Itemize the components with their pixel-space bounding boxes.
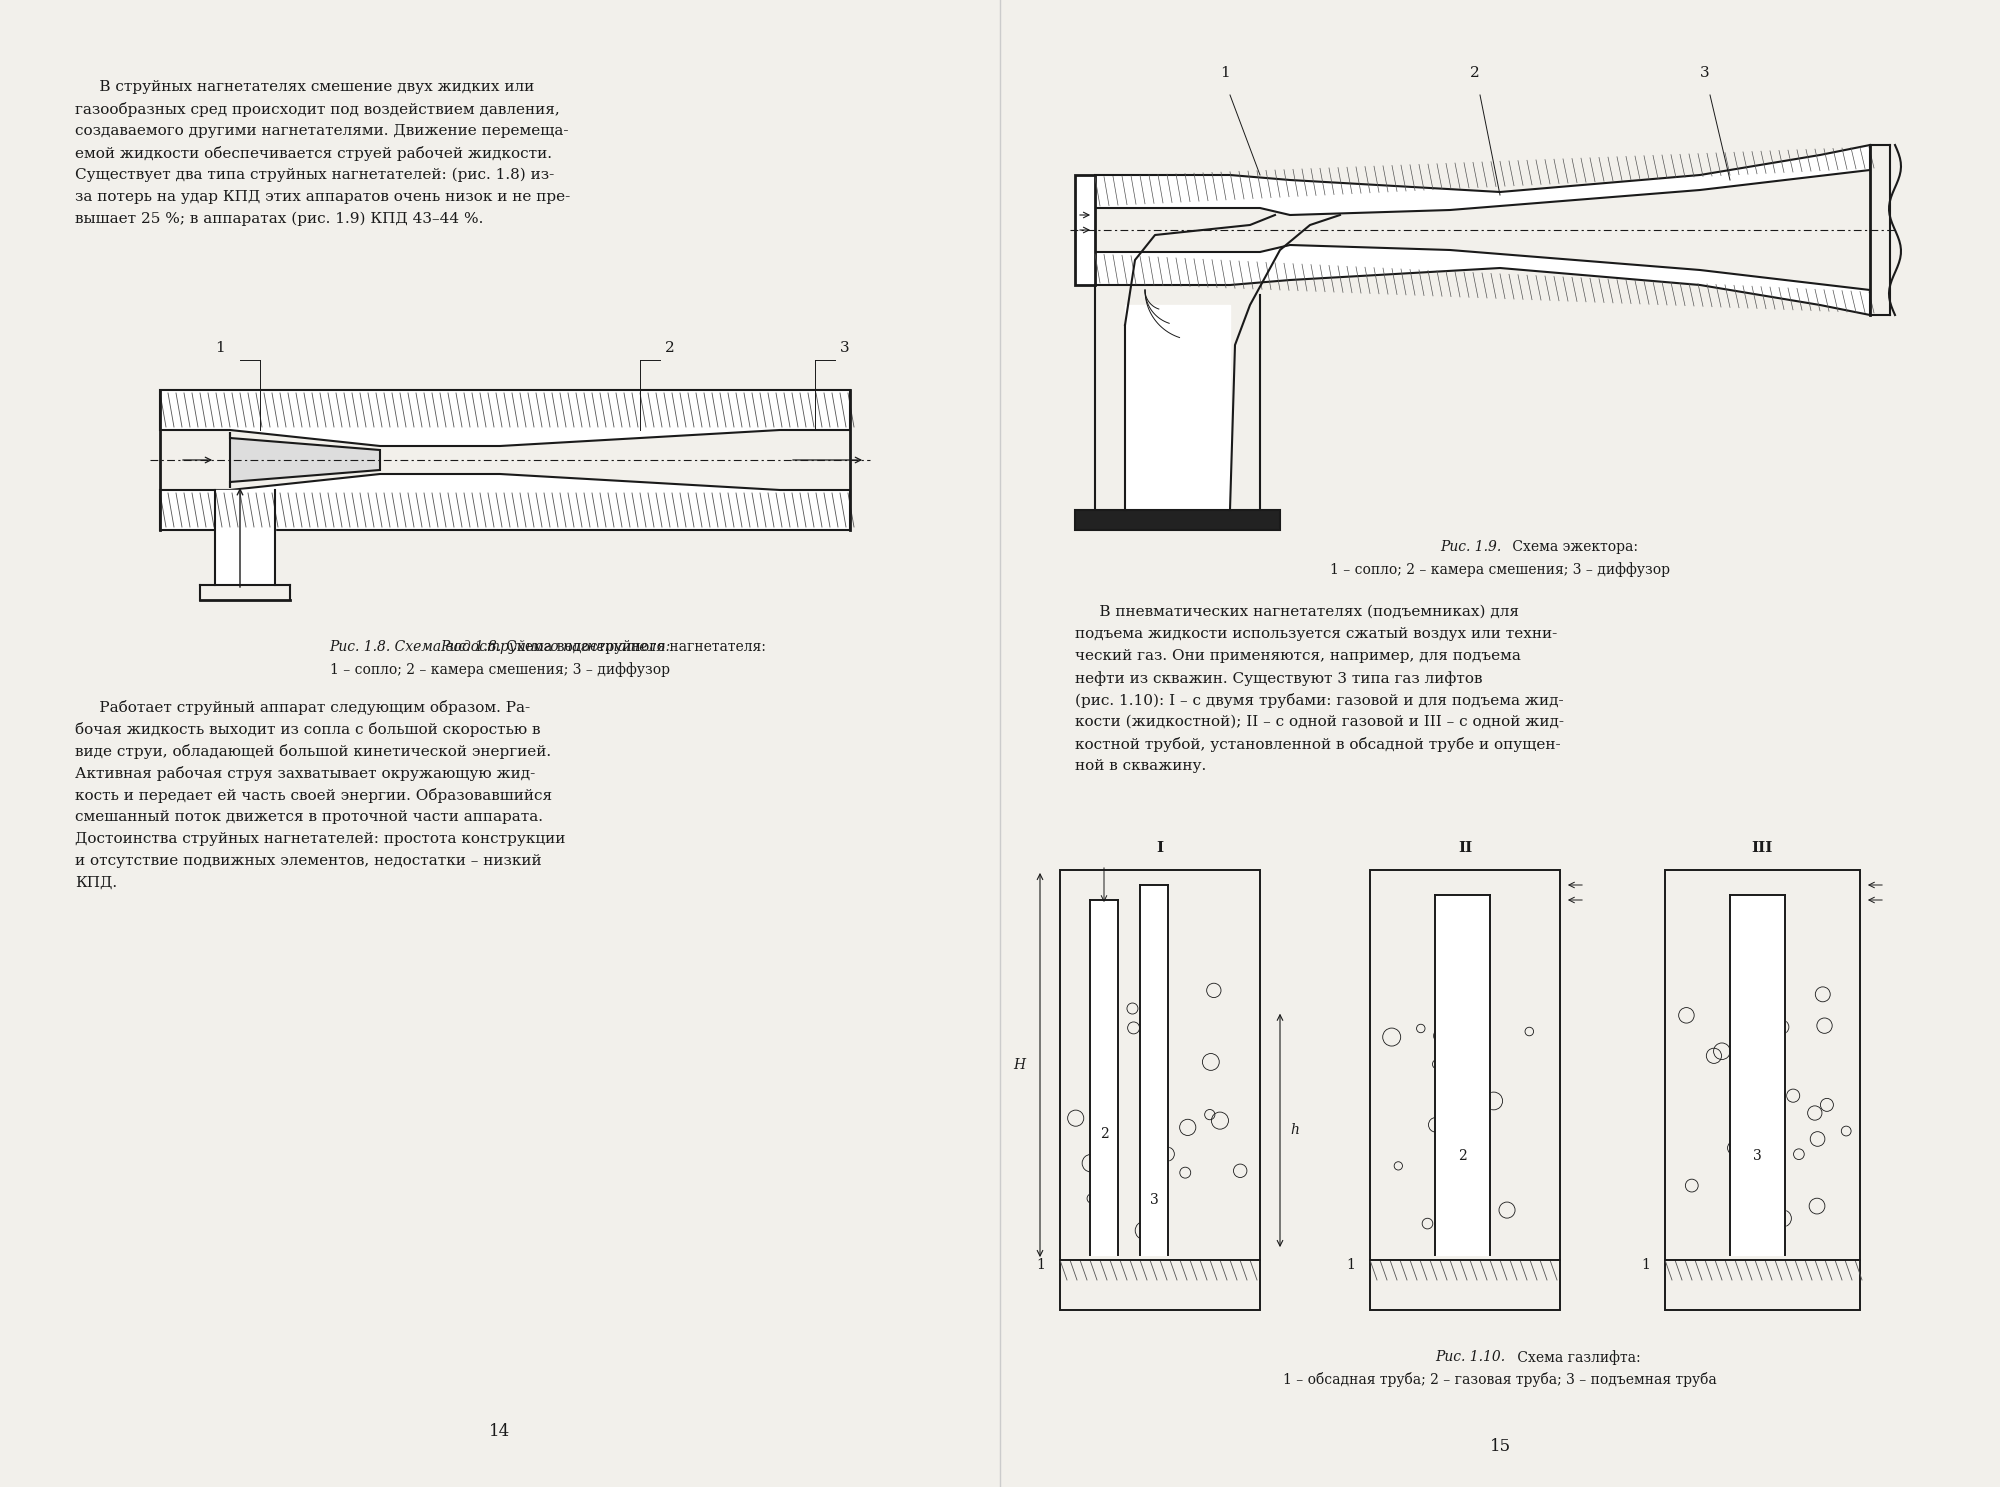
Text: 1: 1: [1036, 1258, 1044, 1271]
Text: 3: 3: [1150, 1193, 1158, 1207]
Text: 1 – обсадная труба; 2 – газовая труба; 3 – подъемная труба: 1 – обсадная труба; 2 – газовая труба; 3…: [1284, 1373, 1716, 1387]
Text: 1 – сопло; 2 – камера смешения; 3 – диффузор: 1 – сопло; 2 – камера смешения; 3 – дифф…: [330, 662, 670, 677]
Bar: [1664, 870, 1860, 1310]
Text: Рис. 1.10.: Рис. 1.10.: [1436, 1350, 1506, 1364]
Text: емой жидкости обеспечивается струей рабочей жидкости.: емой жидкости обеспечивается струей рабо…: [76, 146, 552, 161]
Text: 1 – сопло; 2 – камера смешения; 3 – диффузор: 1 – сопло; 2 – камера смешения; 3 – дифф…: [1330, 562, 1670, 577]
Bar: [1076, 510, 1280, 529]
Text: I: I: [1156, 842, 1164, 855]
Polygon shape: [1124, 305, 1230, 510]
Bar: [1060, 870, 1260, 1310]
Polygon shape: [216, 491, 276, 584]
Text: H: H: [1012, 1057, 1024, 1072]
Polygon shape: [1436, 895, 1490, 1255]
Polygon shape: [1096, 146, 1870, 216]
Text: ной в скважину.: ной в скважину.: [1076, 758, 1206, 773]
Text: 2: 2: [1458, 1149, 1466, 1163]
Bar: [1076, 175, 1096, 286]
Polygon shape: [1096, 245, 1870, 315]
Text: В струйных нагнетателях смешение двух жидких или: В струйных нагнетателях смешение двух жи…: [76, 80, 534, 94]
Text: газообразных сред происходит под воздействием давления,: газообразных сред происходит под воздейс…: [76, 103, 560, 117]
Text: вышает 25 %; в аппаратах (рис. 1.9) КПД 43–44 %.: вышает 25 %; в аппаратах (рис. 1.9) КПД …: [76, 213, 484, 226]
Text: Достоинства струйных нагнетателей: простота конструкции: Достоинства струйных нагнетателей: прост…: [76, 833, 566, 846]
Text: подъема жидкости используется сжатый воздух или техни-: подъема жидкости используется сжатый воз…: [1076, 628, 1558, 641]
Text: Существует два типа струйных нагнетателей: (рис. 1.8) из-: Существует два типа струйных нагнетателе…: [76, 168, 554, 183]
Text: Схема эжектора:: Схема эжектора:: [1508, 540, 1638, 555]
Text: 1: 1: [216, 341, 224, 355]
Text: 1: 1: [1220, 65, 1230, 80]
Text: h: h: [1290, 1123, 1298, 1138]
Text: II: II: [1458, 842, 1472, 855]
Text: нефти из скважин. Существуют 3 типа газ лифтов: нефти из скважин. Существуют 3 типа газ …: [1076, 671, 1482, 686]
Text: Схема водоструйного нагнетателя:: Схема водоструйного нагнетателя:: [502, 639, 766, 654]
Text: 1: 1: [1346, 1258, 1356, 1271]
Text: 1: 1: [1642, 1258, 1650, 1271]
Text: Рис. 1.9.: Рис. 1.9.: [1440, 540, 1502, 555]
Text: 3: 3: [1700, 65, 1710, 80]
Text: смешанный поток движется в проточной части аппарата.: смешанный поток движется в проточной час…: [76, 810, 544, 824]
Text: 14: 14: [490, 1423, 510, 1439]
Text: 2: 2: [1100, 1127, 1108, 1141]
Polygon shape: [160, 390, 850, 446]
Text: 3: 3: [1752, 1149, 1762, 1163]
Text: за потерь на удар КПД этих аппаратов очень низок и не пре-: за потерь на удар КПД этих аппаратов оче…: [76, 190, 570, 204]
Text: виде струи, обладающей большой кинетической энергией.: виде струи, обладающей большой кинетичес…: [76, 744, 552, 758]
Polygon shape: [1140, 885, 1168, 1255]
Text: Рис. 1.8.: Рис. 1.8.: [440, 639, 502, 654]
Text: 15: 15: [1490, 1438, 1510, 1454]
Bar: [1370, 870, 1560, 1310]
Text: ческий газ. Они применяются, например, для подъема: ческий газ. Они применяются, например, д…: [1076, 648, 1520, 663]
Text: КПД.: КПД.: [76, 876, 118, 891]
Text: костной трубой, установленной в обсадной трубе и опущен-: костной трубой, установленной в обсадной…: [1076, 738, 1560, 752]
Text: 2: 2: [1470, 65, 1480, 80]
Text: кость и передает ей часть своей энергии. Образовавшийся: кость и передает ей часть своей энергии.…: [76, 788, 552, 803]
Text: Схема газлифта:: Схема газлифта:: [1514, 1350, 1640, 1365]
Text: (рис. 1.10): I – с двумя трубами: газовой и для подъема жид-: (рис. 1.10): I – с двумя трубами: газово…: [1076, 693, 1564, 708]
Text: 2: 2: [666, 341, 674, 355]
Text: III: III: [1752, 842, 1772, 855]
Text: Работает струйный аппарат следующим образом. Ра-: Работает струйный аппарат следующим обра…: [76, 700, 530, 715]
Text: кости (жидкостной); II – с одной газовой и III – с одной жид-: кости (жидкостной); II – с одной газовой…: [1076, 715, 1564, 729]
Polygon shape: [230, 433, 380, 488]
Text: Активная рабочая струя захватывает окружающую жид-: Активная рабочая струя захватывает окруж…: [76, 766, 536, 781]
Text: создаваемого другими нагнетателями. Движение перемеща-: создаваемого другими нагнетателями. Движ…: [76, 123, 568, 138]
Polygon shape: [1730, 895, 1786, 1255]
Polygon shape: [160, 474, 850, 529]
Text: В пневматических нагнетателях (подъемниках) для: В пневматических нагнетателях (подъемник…: [1076, 605, 1520, 619]
Text: 3: 3: [840, 341, 850, 355]
Polygon shape: [1090, 900, 1118, 1255]
Text: и отсутствие подвижных элементов, недостатки – низкий: и отсутствие подвижных элементов, недост…: [76, 854, 542, 868]
Text: Рис. 1.8. Схема водоструйного нагнетателя:: Рис. 1.8. Схема водоструйного нагнетател…: [330, 639, 670, 654]
Text: бочая жидкость выходит из сопла с большой скоростью в: бочая жидкость выходит из сопла с большо…: [76, 723, 540, 738]
